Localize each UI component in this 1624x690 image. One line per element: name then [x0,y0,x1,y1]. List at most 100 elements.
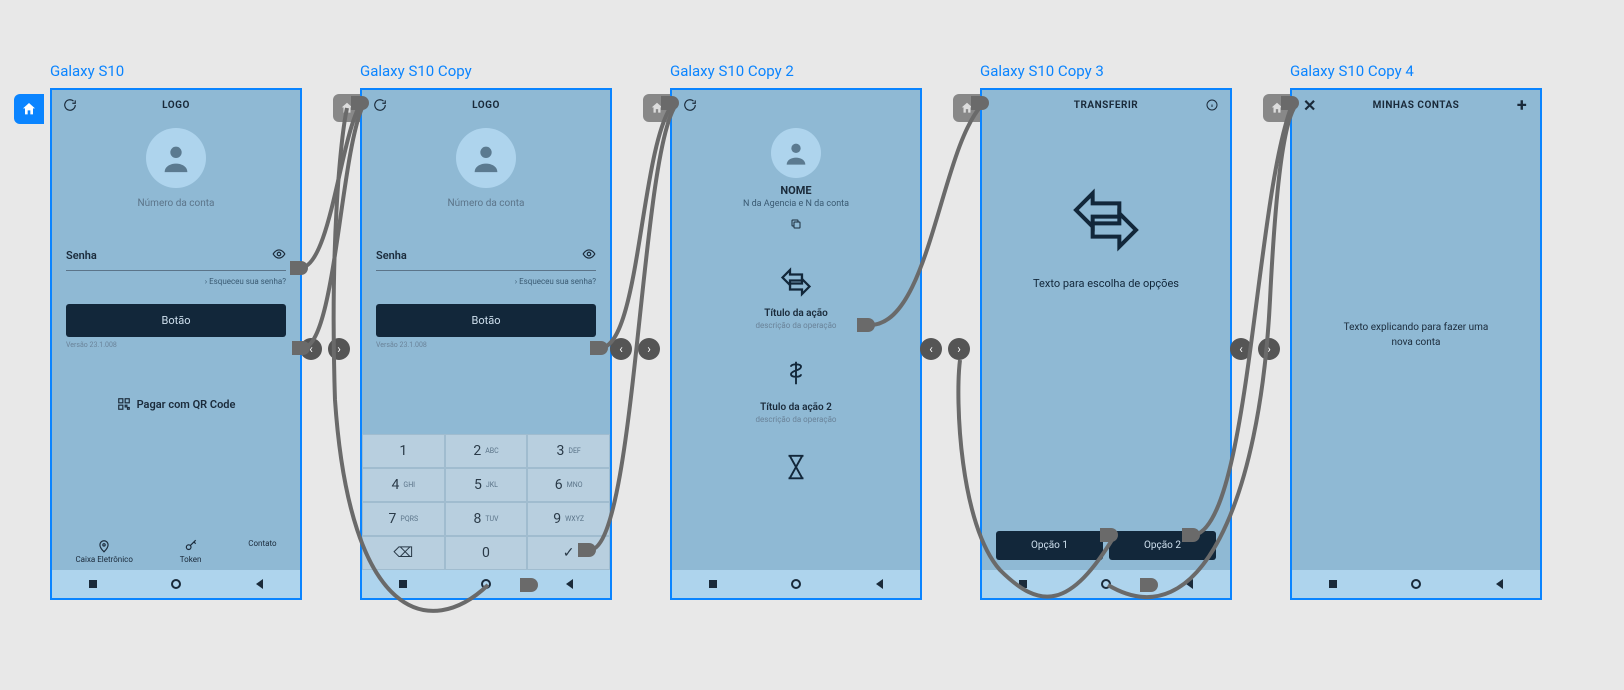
tab-atm[interactable]: Caixa Eletrônico [75,539,132,564]
connector-plug[interactable] [520,578,538,592]
refresh-icon[interactable] [62,97,78,113]
account-hint: Número da conta [52,198,300,209]
refresh-icon[interactable] [682,97,698,113]
back-icon[interactable] [876,579,883,589]
avatar[interactable] [456,128,516,188]
next-arrow[interactable]: › [1258,338,1280,360]
prev-arrow[interactable]: ‹ [610,338,632,360]
home-nav-icon[interactable] [171,579,181,589]
primary-button[interactable]: Botão [66,304,286,337]
user-icon [469,141,503,175]
refresh-icon[interactable] [372,97,388,113]
connector-plug[interactable] [1182,528,1200,542]
design-canvas[interactable]: Galaxy S10 Galaxy S10 Copy Galaxy S10 Co… [0,0,1624,690]
next-arrow[interactable]: › [328,338,350,360]
keypad-key-1[interactable]: 1 [362,434,445,468]
eye-icon[interactable] [272,247,286,264]
home-badge[interactable] [14,94,44,124]
back-icon[interactable] [566,579,573,589]
recent-icon[interactable] [89,580,97,588]
action-card-2[interactable]: Título da ação 2 descrição da operação [672,358,920,424]
recent-icon[interactable] [399,580,407,588]
frame-galaxy-s10-copy-2[interactable]: NOME N da Agencia e N da conta Título da… [670,88,922,600]
action-title: Título da ação 2 [672,402,920,413]
frame-galaxy-s10-copy-3[interactable]: TRANSFERIR Texto para escolha de opções … [980,88,1232,600]
close-icon[interactable]: ✕ [1302,97,1318,113]
info-icon[interactable] [1204,97,1220,113]
keypad-key-0[interactable]: 0 [445,536,528,570]
connector-plug[interactable] [857,318,875,332]
frame-galaxy-s10[interactable]: LOGO Número da conta Senha › Esqueceu su… [50,88,302,600]
connector-plug[interactable] [1281,96,1299,110]
keypad-key-2[interactable]: 2ABC [445,434,528,468]
tab-contact[interactable]: Contato [248,539,276,564]
action-desc: descrição da operação [672,415,920,424]
connector-plug[interactable] [578,543,596,557]
keypad-key-4[interactable]: 4GHI [362,468,445,502]
frame-label-1[interactable]: Galaxy S10 [50,62,124,80]
add-icon[interactable]: + [1514,97,1530,113]
action-card-3[interactable] [672,452,920,496]
connector-plug[interactable] [1140,578,1158,592]
home-nav-icon[interactable] [1101,579,1111,589]
frame-nav-4: ‹› [1230,338,1280,360]
qr-pay-row[interactable]: Pagar com QR Code [52,397,300,411]
copy-icon[interactable] [672,215,920,234]
topbar: TRANSFERIR [982,90,1230,120]
connector-plug[interactable] [971,96,989,110]
keypad-key-8[interactable]: 8TUV [445,502,528,536]
connector-plug[interactable] [292,341,310,355]
keypad-key-⌫[interactable]: ⌫ [362,536,445,570]
home-nav-icon[interactable] [481,579,491,589]
keypad-key-7[interactable]: 7PQRS [362,502,445,536]
recent-icon[interactable] [709,580,717,588]
prev-arrow[interactable]: ‹ [920,338,942,360]
frame-label-3[interactable]: Galaxy S10 Copy 2 [670,62,794,80]
frame-galaxy-s10-copy-4[interactable]: ✕ MINHAS CONTAS + Texto explicando para … [1290,88,1542,600]
recent-icon[interactable] [1019,580,1027,588]
back-icon[interactable] [1186,579,1193,589]
android-nav [1292,570,1540,598]
home-nav-icon[interactable] [1411,579,1421,589]
keypad-key-3[interactable]: 3DEF [527,434,610,468]
frame-label-4[interactable]: Galaxy S10 Copy 3 [980,62,1104,80]
forgot-link[interactable]: › Esqueceu sua senha? [66,277,286,286]
body-text: Texto explicando para fazer uma nova con… [1292,320,1540,350]
keypad-key-✓[interactable]: ✓ [527,536,610,570]
recent-icon[interactable] [1329,580,1337,588]
connector-plug[interactable] [661,96,679,110]
logo-text: LOGO [472,100,500,111]
next-arrow[interactable]: › [948,338,970,360]
topbar: ✕ MINHAS CONTAS + [1292,90,1540,120]
frame-label-2[interactable]: Galaxy S10 Copy [360,62,472,80]
frame-label-5[interactable]: Galaxy S10 Copy 4 [1290,62,1414,80]
version-text: Versão 23.1.008 [66,341,286,349]
connector-plug[interactable] [290,261,308,275]
tab-token[interactable]: Token [180,539,202,564]
home-nav-icon[interactable] [791,579,801,589]
keypad-key-6[interactable]: 6MNO [527,468,610,502]
option-1-button[interactable]: Opção 1 [996,531,1103,560]
avatar[interactable] [146,128,206,188]
eye-icon[interactable] [582,247,596,264]
forgot-link[interactable]: › Esqueceu sua senha? [376,277,596,286]
keypad-key-5[interactable]: 5JKL [445,468,528,502]
password-field[interactable]: Senha [376,247,596,271]
connector-plug[interactable] [351,96,369,110]
back-icon[interactable] [1496,579,1503,589]
keypad-key-9[interactable]: 9WXYZ [527,502,610,536]
dollar-icon [781,358,811,388]
body-text: Texto para escolha de opções [982,276,1230,291]
primary-button[interactable]: Botão [376,304,596,337]
action-card-1[interactable]: Título da ação descrição da operação [672,264,920,330]
connector-plug[interactable] [1100,528,1118,542]
password-field[interactable]: Senha [66,247,286,271]
frame-galaxy-s10-copy[interactable]: LOGO Número da conta Senha › Esqueceu su… [360,88,612,600]
next-arrow[interactable]: › [638,338,660,360]
connector-plug[interactable] [590,341,608,355]
home-icon [21,101,37,117]
android-nav [672,570,920,598]
back-icon[interactable] [256,579,263,589]
prev-arrow[interactable]: ‹ [1230,338,1252,360]
avatar[interactable] [771,128,821,178]
